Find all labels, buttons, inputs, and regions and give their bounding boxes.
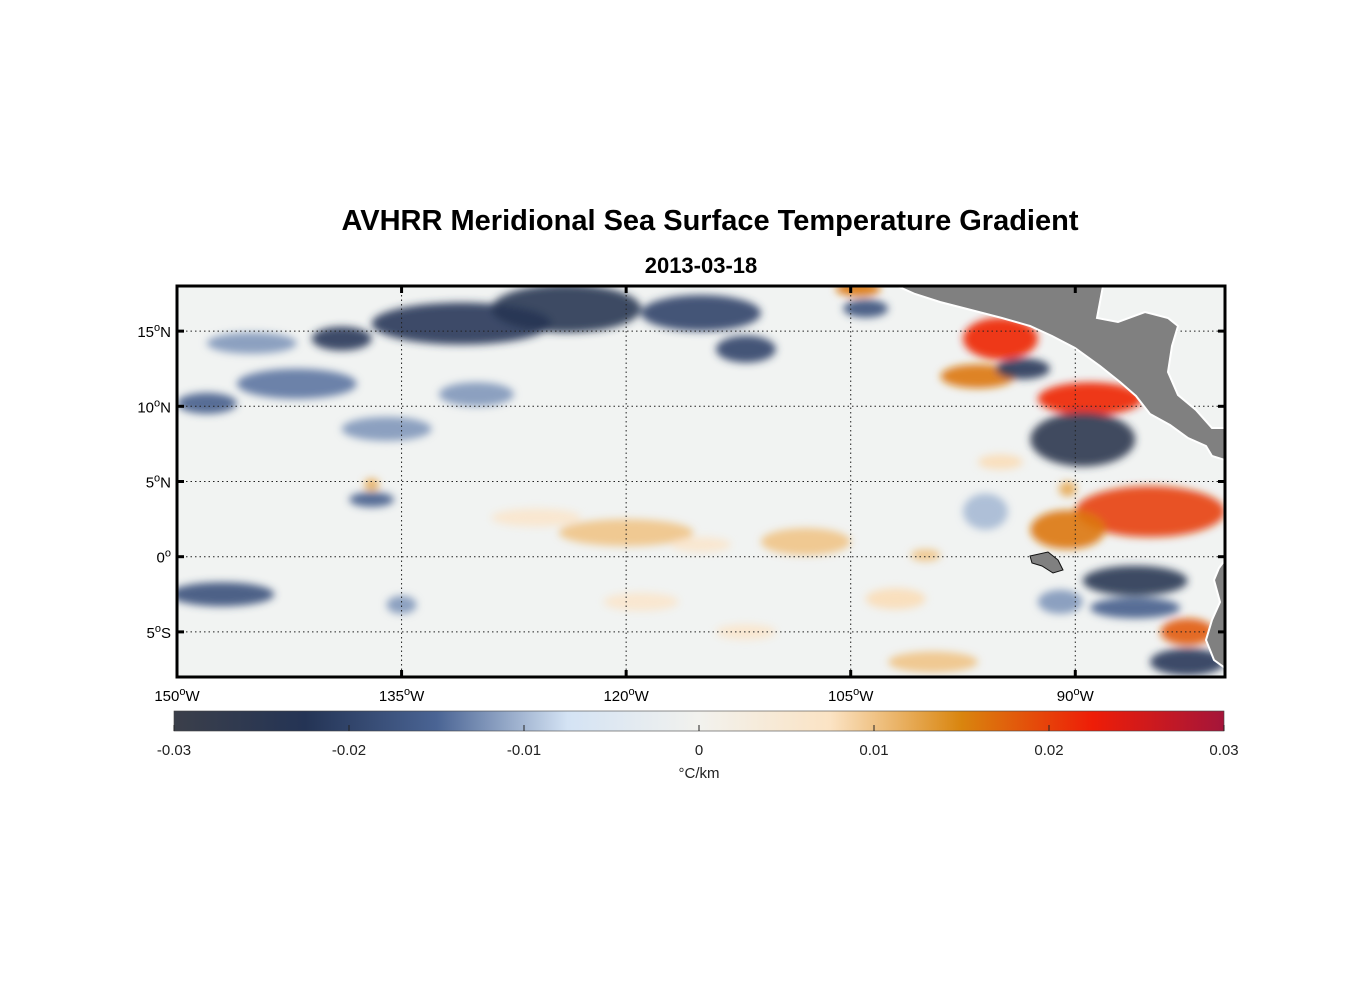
gradient-feature [1030, 412, 1136, 467]
gradient-feature [603, 592, 679, 611]
colorbar-tick-label: 0.01 [859, 742, 888, 759]
colorbar-tick-label: 0.02 [1034, 742, 1063, 759]
lon-tick-label: 105oW [828, 686, 874, 705]
gradient-feature [177, 582, 275, 607]
gradient-feature [1037, 589, 1083, 614]
gradient-field [177, 286, 1225, 676]
lat-tick-label: 5oN [146, 473, 171, 492]
land-mask [896, 286, 1225, 670]
gradient-feature [386, 595, 417, 614]
lat-tick-label: 15oN [137, 322, 171, 341]
gradient-feature [910, 549, 941, 562]
gradient-feature [715, 624, 776, 640]
galapagos-islands [1029, 551, 1064, 574]
gradient-feature [1075, 486, 1225, 538]
gradient-feature [236, 368, 357, 399]
south-america-land [1204, 558, 1225, 670]
colorbar-tick-label: 0 [695, 742, 703, 759]
chart-subtitle: 2013-03-18 [644, 253, 758, 278]
lon-tick-label: 90oW [1057, 686, 1095, 705]
gradient-feature [1150, 648, 1225, 676]
gradient-feature [888, 651, 978, 673]
colorbar-tick-label: -0.02 [332, 742, 366, 759]
gradient-feature [311, 326, 372, 351]
lat-tick-label: 0o [157, 548, 171, 567]
gradient-feature [995, 358, 1050, 380]
colorbar: -0.03 -0.02 -0.01 0 0.01 0.02 0.03 °C/km [157, 710, 1239, 782]
gradient-feature [1160, 618, 1215, 646]
gradient-feature [1037, 382, 1143, 416]
gradient-feature [364, 478, 380, 491]
colorbar-units: °C/km [679, 765, 720, 782]
gradient-feature [963, 317, 1038, 360]
lon-tick-label: 150oW [154, 686, 200, 705]
central-america-land [896, 286, 1225, 462]
lat-tick-label: 10oN [137, 397, 171, 416]
gradient-feature [671, 537, 731, 553]
chart-title: AVHRR Meridional Sea Surface Temperature… [341, 205, 1079, 237]
gradient-feature [865, 588, 926, 610]
lat-tick-label: 5oS [147, 623, 171, 642]
lon-tick-label: 135oW [379, 686, 425, 705]
gradient-feature [641, 295, 761, 332]
colorbar-tick-label: -0.01 [507, 742, 541, 759]
colorbar-tick-label: 0.03 [1209, 742, 1238, 759]
gradient-feature [558, 519, 694, 547]
colorbar-tick-label: -0.03 [157, 742, 191, 759]
gradient-feature [349, 492, 395, 508]
axis-ticks: 15oN 10oN 5oN 0o 5oS 150oW 135oW 120oW 105oW 90oW [137, 286, 1225, 705]
gradient-feature [341, 416, 432, 441]
gradient-feature [963, 493, 1008, 530]
gradient-feature [491, 508, 582, 527]
gradient-feature [177, 392, 237, 414]
gradient-feature [715, 335, 776, 363]
gradient-feature [206, 332, 297, 354]
gradient-feature [760, 528, 851, 556]
gradient-feature [977, 454, 1023, 470]
gradient-feature [491, 286, 642, 333]
lon-tick-label: 120oW [603, 686, 649, 705]
gradient-feature [439, 382, 514, 407]
gradient-feature [835, 286, 881, 297]
gradient-feature [1030, 510, 1106, 550]
gradient-feature [1090, 597, 1181, 619]
gradient-feature [1058, 481, 1077, 497]
gradient-feature [843, 299, 889, 318]
colorbar-ticks: -0.03 -0.02 -0.01 0 0.01 0.02 0.03 [157, 725, 1239, 759]
gradient-feature [1082, 565, 1188, 596]
